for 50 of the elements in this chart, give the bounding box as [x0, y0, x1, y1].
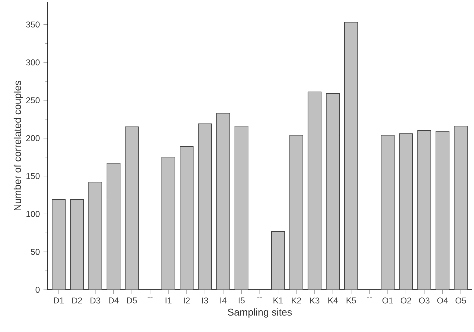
- x-tick-label: I1: [166, 298, 172, 304]
- y-axis-title: Number of correlated couples: [14, 81, 24, 211]
- bar: [271, 231, 286, 290]
- bar: [88, 182, 102, 290]
- y-tick-label: 300: [26, 60, 40, 66]
- y-tick-label: 150: [26, 173, 40, 180]
- bar: [234, 126, 249, 290]
- x-tick-label: O1: [382, 298, 394, 304]
- bar: [418, 130, 432, 290]
- bar: [198, 124, 212, 290]
- bar: [381, 135, 395, 290]
- x-tick-label: K5: [346, 298, 356, 304]
- x-tick-label: O5: [456, 298, 466, 304]
- bar: [162, 157, 176, 290]
- x-tick-label: D5: [127, 298, 138, 304]
- x-tick-label: D3: [90, 298, 101, 304]
- bar: [106, 163, 121, 290]
- bar: [308, 92, 322, 290]
- x-tick-label: K3: [310, 298, 320, 304]
- y-tick-label: 0: [36, 287, 40, 293]
- x-tick-label: O4: [438, 298, 448, 304]
- x-tick-label: O3: [419, 298, 430, 304]
- y-tick-label: 100: [26, 211, 40, 218]
- bar: [180, 146, 194, 290]
- x-tick-label: D1: [54, 298, 64, 304]
- bar: [436, 131, 450, 290]
- y-tick-label: 250: [26, 98, 40, 104]
- x-tick-label: I4: [220, 298, 227, 304]
- x-tick-label: I3: [202, 298, 208, 304]
- x-tick-label: K4: [328, 298, 338, 304]
- bar: [70, 200, 84, 290]
- bar: [52, 200, 66, 290]
- x-tick-label: O2: [400, 298, 412, 304]
- x-tick-label: D2: [72, 298, 82, 304]
- y-tick-label: 50: [31, 249, 40, 256]
- y-tick-label: 200: [26, 135, 40, 142]
- bar: [344, 22, 358, 290]
- y-tick-label: 350: [26, 22, 40, 28]
- bar: [454, 126, 468, 290]
- bar: [326, 93, 340, 290]
- x-tick-label: D4: [109, 298, 119, 304]
- x-tick-label: I2: [184, 298, 190, 304]
- bar: [290, 135, 304, 290]
- x-axis-title: Sampling sites: [228, 308, 292, 318]
- bar: [399, 134, 414, 290]
- bar: [216, 113, 230, 290]
- bar: [125, 126, 139, 290]
- x-tick-label: K2: [292, 298, 302, 304]
- x-tick-label: K1: [274, 298, 284, 304]
- x-tick-label: I5: [238, 298, 245, 304]
